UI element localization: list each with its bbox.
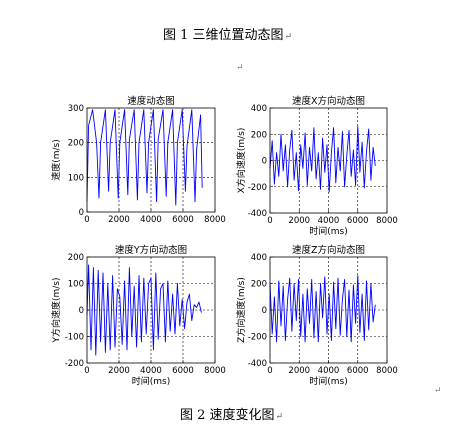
paragraph-mark: ↵ <box>275 412 284 422</box>
y-speed-series-line <box>86 264 202 356</box>
speed-x-tick-label: 2000 <box>108 215 130 225</box>
speed-chart-title: 速度动态图 <box>127 95 175 107</box>
speed-y-tick-label: 0 <box>79 208 84 218</box>
speed-x-tick-label: 0 <box>84 215 89 225</box>
paragraph-mark: ↵ <box>284 32 293 42</box>
z-speed-x-tick-label: 6000 <box>347 366 369 376</box>
y-speed-x-tick-label: 8000 <box>204 366 226 376</box>
y-speed-x-axis-label: 时间(ms) <box>132 375 170 387</box>
y-speed-y-axis-label: Y方向速度(m/s) <box>50 277 62 343</box>
figure-1-caption: 图 1 三维位置动态图↵ <box>163 28 293 43</box>
y-speed-x-tick-label: 6000 <box>172 366 194 376</box>
paragraph-mark: ↵ <box>236 63 244 73</box>
x-speed-y-tick-label: 200 <box>251 130 267 140</box>
x-speed-chart-title: 速度X方向动态图 <box>292 95 365 107</box>
y-speed-chart-title: 速度Y方向动态图 <box>115 244 187 256</box>
speed-series-line <box>86 109 203 206</box>
y-speed-x-tick-label: 2000 <box>108 366 130 376</box>
z-speed-x-tick-label: 8000 <box>376 366 398 376</box>
y-speed-y-tick-label: 100 <box>68 280 84 290</box>
x-speed-y-tick-label: -400 <box>248 209 267 219</box>
x-speed-y-tick-label: 0 <box>262 157 267 167</box>
x-speed-x-tick-label: 6000 <box>347 216 369 226</box>
z-speed-x-tick-label: 0 <box>267 366 272 376</box>
x-speed-x-axis-label: 时间(ms) <box>309 225 347 237</box>
x-speed-x-tick-label: 0 <box>267 216 272 226</box>
x-speed-y-axis-label: X方向速度(m/s) <box>235 128 247 194</box>
y-speed-x-tick-label: 4000 <box>140 366 162 376</box>
figure-2-caption: 图 2 速度变化图↵ <box>180 408 284 423</box>
y-speed-y-tick-label: -100 <box>65 333 84 343</box>
y-speed-y-tick-label: 0 <box>79 306 84 316</box>
z-speed-x-tick-label: 4000 <box>318 366 340 376</box>
y-speed-y-tick-label: 200 <box>68 253 84 263</box>
z-speed-y-tick-label: -400 <box>248 359 267 369</box>
z-speed-x-axis-label: 时间(ms) <box>309 375 347 387</box>
x-speed-y-tick-label: -200 <box>248 183 267 193</box>
speed-y-tick-label: 300 <box>68 104 84 114</box>
speed-x-tick-label: 6000 <box>172 215 194 225</box>
z-speed-y-tick-label: 0 <box>262 306 267 316</box>
z-speed-x-tick-label: 2000 <box>288 366 310 376</box>
z-speed-y-tick-label: -200 <box>248 333 267 343</box>
speed-y-tick-label: 100 <box>68 173 84 183</box>
speed-x-tick-label: 4000 <box>140 215 162 225</box>
x-speed-x-tick-label: 8000 <box>376 216 398 226</box>
z-speed-y-tick-label: 400 <box>251 253 267 263</box>
x-speed-x-tick-label: 2000 <box>288 216 310 226</box>
x-speed-series-line <box>269 125 376 193</box>
x-speed-x-tick-label: 4000 <box>318 216 340 226</box>
paragraph-mark: ↵ <box>434 386 442 396</box>
z-speed-y-axis-label: Z方向速度(m/s) <box>235 277 247 343</box>
speed-x-tick-label: 8000 <box>204 215 226 225</box>
y-speed-x-tick-label: 0 <box>84 366 89 376</box>
y-speed-y-tick-label: -200 <box>65 359 84 369</box>
speed-y-tick-label: 200 <box>68 139 84 149</box>
z-speed-chart-title: 速度Z方向动态图 <box>292 244 365 256</box>
z-speed-series-line <box>269 275 376 343</box>
z-speed-y-tick-label: 200 <box>251 280 267 290</box>
speed-y-axis-label: 速度(m/s) <box>50 139 62 181</box>
x-speed-y-tick-label: 400 <box>251 104 267 114</box>
